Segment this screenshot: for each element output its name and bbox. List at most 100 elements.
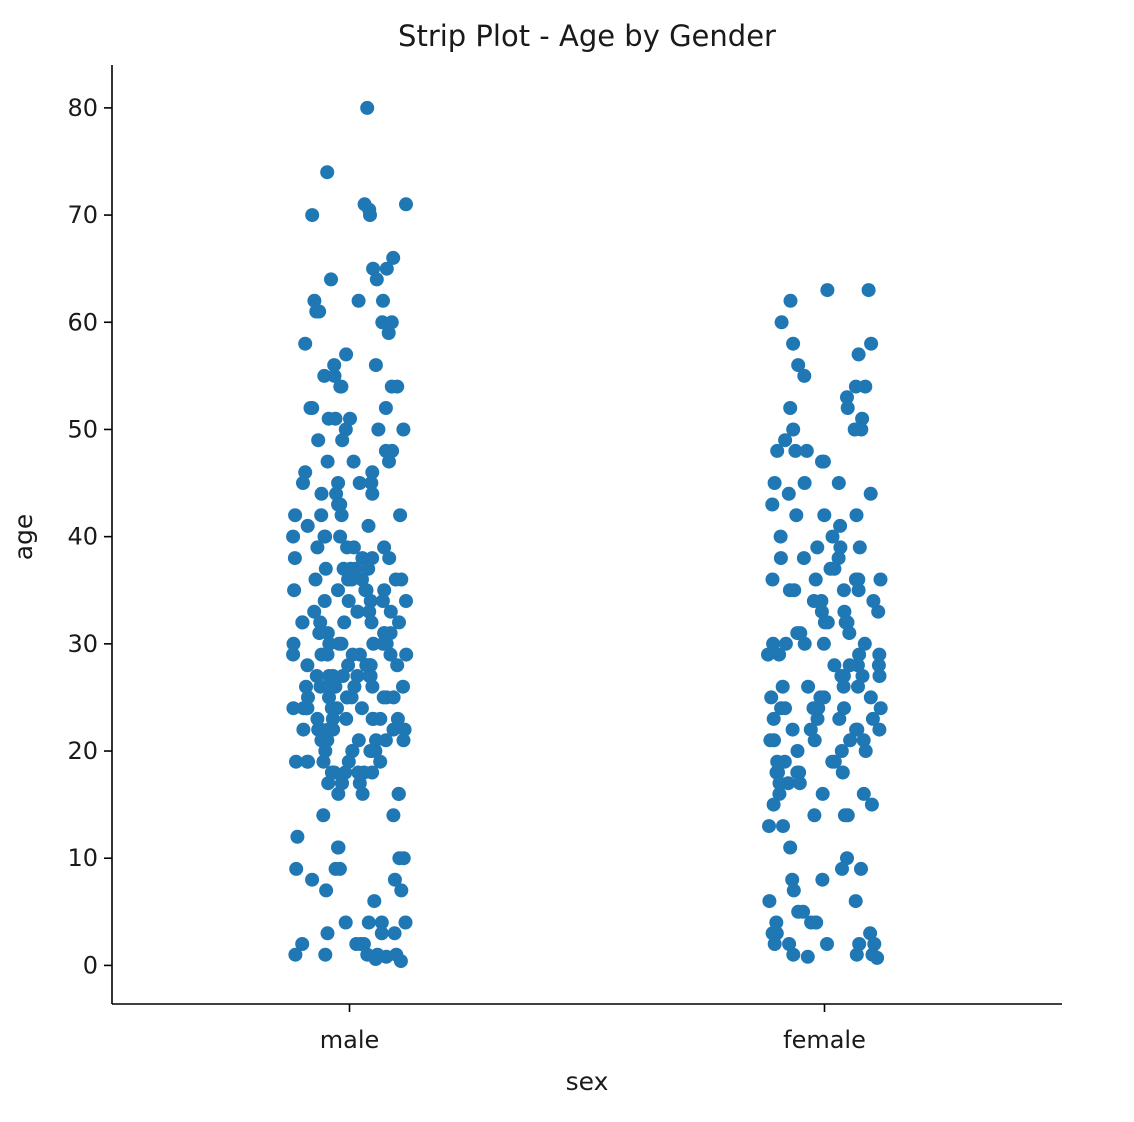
data-point-male (399, 594, 413, 608)
data-point-male (383, 647, 398, 662)
data-point-female (836, 583, 851, 598)
data-point-male (286, 636, 301, 651)
data-point-male (362, 604, 377, 619)
data-point-female (762, 819, 776, 834)
data-point-female (873, 572, 888, 587)
data-point-male (288, 508, 303, 523)
data-point-male (360, 100, 375, 115)
data-point-female (855, 411, 870, 426)
data-point-male (387, 872, 402, 887)
data-point-male (396, 679, 410, 694)
data-point-male (362, 202, 377, 217)
data-point-male (334, 636, 349, 651)
data-point-male (300, 658, 315, 673)
data-point-male (349, 937, 364, 951)
data-point-male (365, 679, 380, 694)
data-point-female (776, 819, 790, 834)
data-point-female (772, 786, 787, 801)
y-tick-label: 0 (83, 951, 98, 979)
y-tick-label: 60 (67, 308, 98, 336)
data-point-female (782, 583, 797, 598)
data-point-female (815, 872, 830, 887)
data-point-female (816, 454, 831, 469)
data-point-male (321, 776, 336, 791)
data-point-male (335, 669, 350, 683)
data-point-male (341, 754, 356, 769)
data-point-female (842, 626, 857, 641)
data-point-male (323, 679, 338, 694)
data-point-female (789, 508, 804, 523)
y-tick-label: 40 (67, 523, 98, 551)
data-point-female (820, 937, 834, 951)
data-point-female (836, 679, 851, 694)
data-point-female (851, 583, 866, 598)
data-point-male (341, 658, 356, 673)
data-point-female (848, 894, 863, 909)
data-point-male (331, 840, 345, 855)
data-point-male (312, 626, 327, 641)
data-point-male (313, 679, 328, 694)
data-point-female (872, 722, 887, 737)
data-point-female (799, 443, 814, 458)
data-point-female (835, 861, 849, 876)
data-point-male (319, 883, 334, 898)
data-point-male (350, 669, 365, 683)
data-point-male (320, 733, 335, 748)
data-point-female (773, 529, 788, 544)
data-point-male (351, 765, 366, 780)
data-point-male (287, 551, 302, 566)
data-point-female (796, 904, 811, 919)
data-point-female (835, 765, 850, 780)
data-point-male (351, 733, 366, 748)
data-point-male (365, 465, 380, 480)
data-point-female (773, 551, 788, 566)
data-point-male (368, 358, 383, 373)
data-point-female (811, 701, 826, 716)
data-point-female (851, 572, 866, 587)
data-point-female (866, 594, 881, 608)
data-point-female (785, 722, 800, 737)
data-point-male (316, 754, 331, 769)
data-point-female (800, 949, 815, 964)
data-point-male (330, 701, 344, 716)
data-point-male (393, 508, 408, 523)
data-point-male (334, 508, 349, 523)
data-point-female (772, 647, 787, 662)
data-point-male (390, 711, 405, 726)
data-point-male (365, 551, 380, 566)
data-point-male (363, 744, 378, 758)
data-point-female (851, 679, 865, 694)
data-point-female (872, 647, 887, 662)
data-point-male (300, 754, 315, 769)
data-point-male (328, 411, 343, 426)
x-tick-label-female: female (783, 1026, 866, 1054)
data-point-male (345, 744, 360, 758)
data-point-female (849, 947, 864, 962)
data-point-male (313, 722, 328, 737)
data-point-male (320, 165, 335, 180)
data-point-male (289, 754, 303, 769)
data-point-male (361, 518, 376, 533)
data-point-male (339, 711, 354, 726)
data-point-female (767, 937, 782, 951)
data-point-male (393, 954, 408, 969)
data-point-female (808, 572, 823, 587)
x-tick-label-male: male (320, 1026, 380, 1054)
data-point-male (309, 669, 324, 683)
data-point-female (863, 486, 878, 501)
data-point-female (810, 711, 825, 726)
data-point-female (762, 894, 777, 909)
data-point-male (295, 937, 310, 951)
data-point-female (769, 926, 784, 941)
data-point-female (871, 658, 886, 673)
data-point-female (778, 701, 792, 716)
data-point-female (783, 401, 798, 415)
data-point-male (314, 486, 329, 501)
data-point-male (364, 615, 379, 630)
data-point-female (781, 486, 796, 501)
y-axis-label: age (9, 514, 38, 561)
data-point-female (832, 711, 847, 726)
data-point-male (322, 690, 336, 705)
data-point-male (378, 443, 393, 458)
data-point-female (764, 690, 779, 705)
